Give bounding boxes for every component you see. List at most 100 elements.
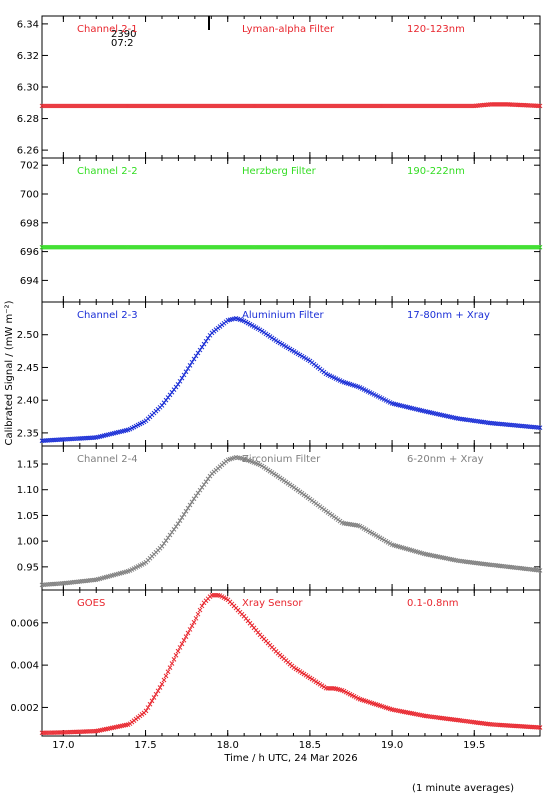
y-tick-label: 1.10 — [17, 485, 39, 496]
data-point — [193, 493, 199, 499]
data-point — [189, 623, 195, 629]
panel-label: Aluminium Filter — [242, 310, 325, 321]
data-point — [185, 630, 191, 636]
data-point — [153, 691, 159, 697]
data-point — [199, 485, 205, 490]
y-tick-label: 6.32 — [17, 51, 39, 62]
y-tick-label: 2.50 — [17, 330, 39, 341]
data-point — [159, 543, 165, 549]
data-point — [195, 611, 201, 617]
data-point — [187, 627, 193, 632]
data-point — [183, 634, 189, 639]
panel-label: Channel 2-2 — [77, 166, 138, 177]
data-point — [179, 375, 185, 381]
data-point — [161, 541, 167, 546]
data-point — [169, 529, 175, 535]
y-axis-label: Calibrated Signal / (mW m⁻²) — [4, 300, 15, 445]
data-point — [187, 363, 193, 368]
data-point — [189, 499, 195, 505]
data-point — [537, 103, 543, 109]
data-point — [175, 382, 181, 387]
data-point — [203, 479, 209, 485]
y-tick-label: 2.40 — [17, 396, 39, 407]
data-point — [177, 518, 183, 524]
y-tick-label: 698 — [20, 218, 39, 229]
y-tick-label: 6.34 — [17, 19, 39, 30]
data-point — [173, 524, 179, 529]
data-point — [183, 369, 189, 375]
data-point — [157, 685, 163, 690]
y-tick-label: 1.05 — [17, 511, 39, 522]
data-point — [191, 496, 197, 502]
data-point — [163, 673, 169, 679]
y-tick-label: 700 — [20, 190, 39, 201]
data-point — [173, 652, 179, 658]
data-point — [205, 476, 211, 482]
data-point — [195, 490, 201, 496]
panel-label: GOES — [77, 598, 105, 609]
panel-label: Herzberg Filter — [242, 166, 317, 177]
y-tick-label: 6.28 — [17, 114, 39, 125]
x-tick-label: 17.5 — [134, 740, 156, 751]
panel-frame — [41, 301, 541, 447]
data-point — [149, 698, 155, 704]
data-point — [143, 708, 149, 714]
data-point — [189, 359, 195, 365]
x-tick-label: 17.0 — [52, 740, 74, 751]
data-point — [195, 350, 201, 356]
panel-frame — [41, 157, 541, 303]
data-point — [185, 505, 191, 511]
data-point — [177, 378, 183, 384]
y-tick-label: 702 — [20, 161, 39, 172]
data-point — [177, 645, 183, 650]
data-point — [197, 487, 203, 493]
y-tick-label: 6.30 — [17, 83, 39, 94]
data-point — [181, 637, 187, 643]
data-point — [201, 341, 207, 347]
panel-label: Xray Sensor — [242, 598, 303, 609]
data-point — [191, 619, 197, 625]
data-point — [537, 725, 543, 730]
panel-label: Channel 2-4 — [77, 454, 138, 465]
panel-label: Channel 2-1 — [77, 24, 138, 35]
panel-frame — [41, 589, 541, 737]
data-point — [187, 502, 193, 508]
y-tick-label: 0.002 — [10, 703, 39, 714]
data-point — [193, 615, 199, 621]
data-point — [199, 344, 205, 350]
y-tick-label: 1.00 — [17, 537, 39, 548]
data-point — [179, 515, 185, 520]
y-tick-label: 0.006 — [10, 618, 39, 629]
data-point — [181, 372, 187, 378]
y-tick-label: 694 — [20, 276, 39, 287]
data-point — [175, 521, 181, 527]
data-point — [171, 657, 177, 662]
panel-label: Lyman-alpha Filter — [242, 24, 335, 35]
x-axis-label: Time / h UTC, 24 Mar 2026 — [223, 753, 357, 764]
y-tick-label: 0.95 — [17, 562, 39, 573]
overlay-text-2: 07:2 — [111, 38, 133, 49]
data-point — [171, 527, 177, 532]
y-tick-label: 6.26 — [17, 146, 39, 157]
data-point — [199, 603, 205, 609]
panel-label: 17-80nm + Xray — [407, 310, 490, 321]
data-point — [197, 607, 203, 613]
data-point — [147, 701, 153, 707]
data-point — [181, 512, 187, 517]
footnote: (1 minute averages) — [412, 783, 514, 794]
x-tick-label: 19.0 — [381, 740, 403, 751]
x-tick-label: 18.5 — [299, 740, 321, 751]
data-point — [179, 641, 185, 647]
data-point — [163, 538, 169, 543]
data-point — [537, 244, 543, 250]
panel-label: 6-20nm + Xray — [407, 454, 484, 465]
x-tick-label: 19.5 — [463, 740, 485, 751]
data-point — [537, 568, 543, 573]
panel-label: 0.1-0.8nm — [407, 598, 459, 609]
panel-label: 190-222nm — [407, 166, 465, 177]
data-point — [183, 508, 189, 514]
data-point — [193, 353, 199, 359]
data-point — [197, 347, 203, 353]
data-point — [205, 335, 211, 341]
